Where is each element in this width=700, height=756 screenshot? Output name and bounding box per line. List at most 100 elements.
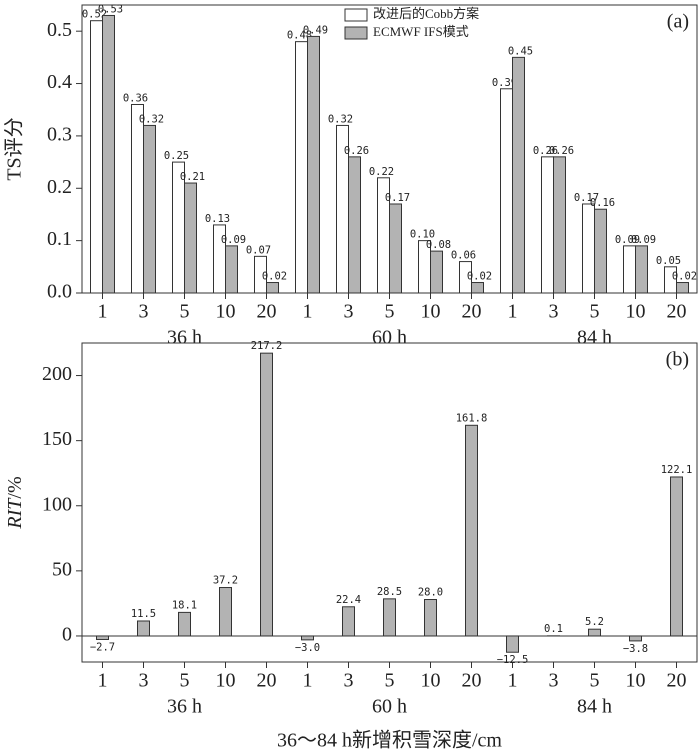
x-tick-label: 1 xyxy=(508,301,518,323)
x-tick-label: 1 xyxy=(98,301,108,323)
x-tick-label: 1 xyxy=(98,670,108,692)
bar xyxy=(219,587,232,637)
value-label: 0.07 xyxy=(246,244,271,256)
x-tick-label: 10 xyxy=(421,301,441,323)
group-label: 84 h xyxy=(577,327,612,349)
y-tick-label: 0.2 xyxy=(47,176,72,198)
x-tick-label: 20 xyxy=(462,301,482,323)
x-tick-label: 3 xyxy=(139,670,149,692)
value-label: 0.53 xyxy=(98,3,123,15)
value-label: 0.26 xyxy=(549,145,574,157)
value-label: 0.06 xyxy=(451,250,476,262)
value-label: −12.5 xyxy=(497,654,529,666)
value-label: 0.16 xyxy=(590,197,615,209)
x-tick-label: 10 xyxy=(626,301,646,323)
bar xyxy=(512,56,525,294)
value-label: 0.02 xyxy=(262,271,287,283)
value-label: 0.22 xyxy=(369,166,394,178)
y-axis-label: TS评分 xyxy=(3,117,26,180)
legend-swatch xyxy=(344,8,368,22)
bar xyxy=(143,124,156,294)
bar xyxy=(137,620,150,637)
y-axis-label-part: /% xyxy=(4,476,26,498)
bar xyxy=(389,203,402,294)
y-tick-label: 200 xyxy=(42,363,72,385)
legend-label: 改进后的Cobb方案 xyxy=(373,6,479,21)
legend-swatch xyxy=(344,26,368,40)
bar xyxy=(465,424,478,637)
value-label: −2.7 xyxy=(90,641,115,653)
y-tick-label: 0.4 xyxy=(47,71,72,93)
bar xyxy=(178,611,191,637)
x-tick-label: 10 xyxy=(216,670,236,692)
x-tick-label: 5 xyxy=(590,670,600,692)
x-tick-label: 3 xyxy=(549,670,559,692)
x-tick-label: 10 xyxy=(421,670,441,692)
legend-label: ECMWF IFS模式 xyxy=(373,24,469,39)
value-label: 37.2 xyxy=(213,575,238,587)
bar xyxy=(90,20,103,294)
x-tick-label: 1 xyxy=(303,301,313,323)
y-axis-label-part: RIT xyxy=(4,497,26,530)
x-tick-label: 20 xyxy=(462,670,482,692)
value-label: 28.5 xyxy=(377,586,402,598)
x-tick-label: 20 xyxy=(667,301,687,323)
bar xyxy=(629,635,642,642)
value-label: 0.10 xyxy=(410,229,435,241)
bar xyxy=(342,606,355,637)
panel-label: (a) xyxy=(667,11,689,33)
bar xyxy=(676,282,689,294)
value-label: 0.26 xyxy=(533,145,558,157)
value-label: 0.1 xyxy=(544,623,563,635)
bar xyxy=(307,35,320,294)
x-axis-label: 36～84 h新增积雪深度/cm xyxy=(277,729,502,752)
value-label: 122.1 xyxy=(661,464,693,476)
value-label: 11.5 xyxy=(131,608,156,620)
value-label: −3.0 xyxy=(295,642,320,654)
value-label: 0.17 xyxy=(385,192,410,204)
y-tick-label: 0.0 xyxy=(47,281,72,303)
bar xyxy=(588,628,601,637)
bar xyxy=(471,282,484,294)
value-label: 0.36 xyxy=(123,92,148,104)
x-tick-label: 5 xyxy=(180,301,190,323)
bar xyxy=(541,156,554,294)
y-tick-label: 0 xyxy=(62,624,72,646)
x-tick-label: 3 xyxy=(549,301,559,323)
bar xyxy=(506,635,519,653)
bar xyxy=(459,261,472,294)
x-tick-label: 5 xyxy=(385,301,395,323)
value-label: 22.4 xyxy=(336,594,361,606)
bar xyxy=(102,14,115,294)
group-label: 60 h xyxy=(372,696,407,718)
value-label: 0.05 xyxy=(656,255,681,267)
x-tick-label: 5 xyxy=(590,301,600,323)
value-label: 161.8 xyxy=(456,412,488,424)
value-label: 5.2 xyxy=(585,616,604,628)
bar xyxy=(295,41,308,294)
value-label: 0.13 xyxy=(205,213,230,225)
bar xyxy=(348,156,361,294)
bar xyxy=(430,250,443,294)
bar xyxy=(225,245,238,294)
bar xyxy=(670,476,683,637)
value-label: −3.8 xyxy=(623,643,648,655)
value-label: 0.48 xyxy=(287,30,312,42)
group-label: 36 h xyxy=(167,696,202,718)
value-label: 0.08 xyxy=(426,239,451,251)
bar xyxy=(260,352,273,637)
bar xyxy=(582,203,595,294)
value-label: 0.39 xyxy=(492,77,517,89)
value-label: 28.0 xyxy=(418,587,443,599)
bar xyxy=(594,208,607,294)
x-tick-label: 20 xyxy=(257,301,277,323)
bar xyxy=(424,599,437,637)
value-label: 0.45 xyxy=(508,45,533,57)
x-tick-label: 10 xyxy=(626,670,646,692)
y-tick-label: 0.3 xyxy=(47,124,72,146)
value-label: 0.26 xyxy=(344,145,369,157)
value-label: 0.17 xyxy=(574,192,599,204)
bar xyxy=(553,156,566,294)
value-label: 0.32 xyxy=(139,113,164,125)
